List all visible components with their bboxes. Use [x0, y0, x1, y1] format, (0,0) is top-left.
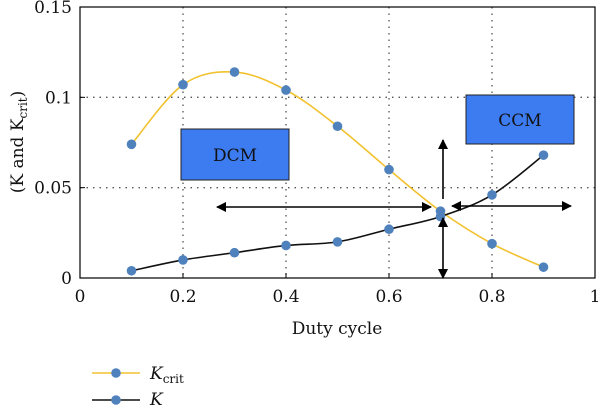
legend-label-kcrit-sub: crit [163, 372, 184, 386]
y-axis-title-sub: crit [16, 97, 30, 118]
x-tick-label: 0.6 [375, 287, 402, 307]
data-point-kcrit [229, 67, 240, 77]
data-point-kcrit [281, 85, 291, 95]
data-point-kcrit [384, 164, 394, 175]
dcm-annotation: DCM [180, 128, 290, 181]
x-axis-ticks: 0 0.2 0.4 0.6 0.8 1 [75, 273, 600, 307]
plot-frame [79, 6, 596, 279]
y-tick-label: 0.15 [34, 0, 72, 18]
x-tick-label: 0.8 [478, 287, 505, 307]
data-point-k [229, 247, 240, 258]
x-tick-label: 1 [590, 287, 600, 307]
dcm-label: DCM [213, 146, 257, 166]
data-point-kcrit [126, 139, 137, 150]
data-point-kcrit [332, 121, 343, 132]
data-point-k [487, 190, 497, 200]
legend-item-k: K [92, 390, 164, 410]
legend-marker-k [111, 395, 121, 405]
y-axis-title: (K and Kcrit) [8, 91, 30, 194]
data-point-k [435, 211, 446, 222]
legend: Kcrit K [92, 364, 184, 410]
ccm-label: CCM [498, 111, 541, 131]
legend-marker-kcrit [111, 368, 121, 378]
y-tick-label: 0.05 [34, 179, 72, 199]
legend-label-kcrit-main: K [149, 364, 164, 384]
dcm-box [180, 128, 290, 181]
y-tick-label: 0.1 [45, 88, 72, 108]
legend-item-kcrit: Kcrit [92, 364, 184, 386]
data-point-k [384, 224, 394, 235]
series-group [126, 67, 549, 276]
y-axis-title-main: (K and K [8, 118, 28, 193]
x-tick-label: 0.2 [169, 287, 196, 307]
data-point-k [281, 240, 291, 251]
data-point-kcrit [538, 262, 549, 272]
x-tick-label: 0.4 [272, 287, 299, 307]
x-axis-title: Duty cycle [292, 319, 383, 339]
legend-label-kcrit: Kcrit [149, 364, 184, 386]
data-point-k [538, 150, 549, 160]
data-point-kcrit [487, 238, 497, 249]
data-point-k [178, 255, 188, 265]
y-axis-title-close: ) [8, 91, 28, 98]
x-tick-label: 0 [75, 287, 86, 307]
ccm-box [465, 94, 575, 145]
y-axis-ticks: 0 0.05 0.1 0.15 [34, 0, 85, 289]
y-tick-label: 0 [61, 269, 72, 289]
ccm-annotation: CCM [465, 94, 575, 145]
data-point-k [126, 265, 137, 276]
data-point-kcrit [178, 79, 188, 90]
legend-label-k: K [149, 390, 164, 410]
data-point-k [332, 237, 343, 247]
